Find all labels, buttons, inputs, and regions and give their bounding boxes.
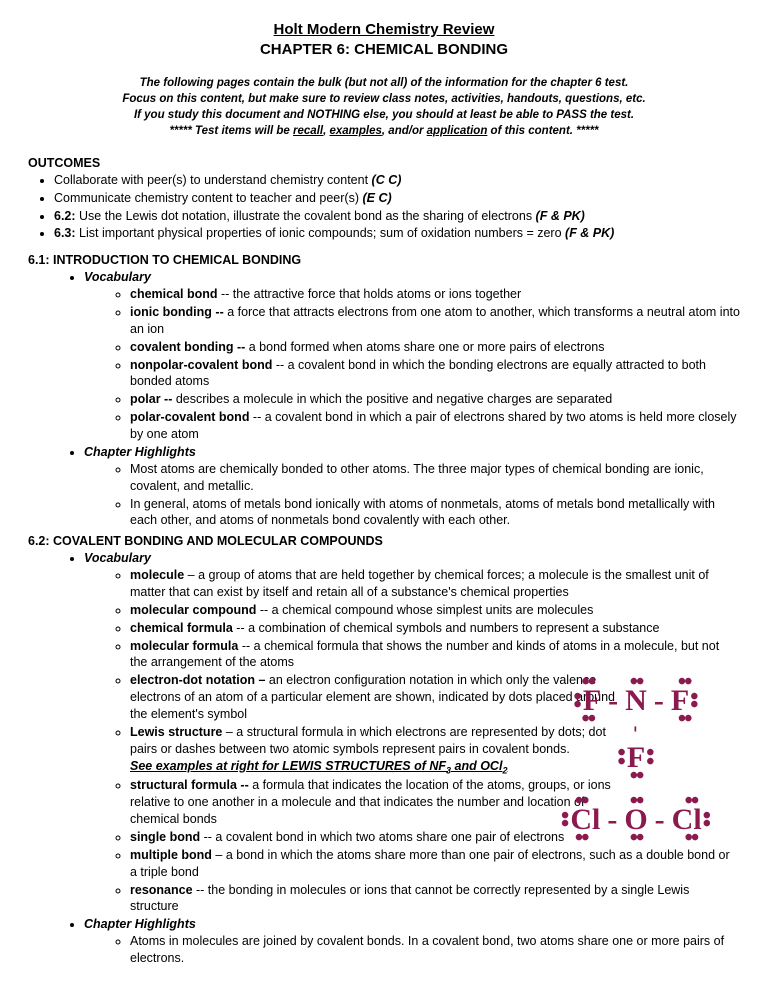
s61-vocab-list: chemical bond -- the attractive force th… — [130, 286, 740, 443]
vocab-term: polar -- — [130, 392, 172, 406]
bond-dash: - — [604, 686, 622, 716]
s62-header: 6.2: COVALENT BONDING AND MOLECULAR COMP… — [28, 533, 740, 550]
vocab-item: molecular formula -- a chemical formula … — [130, 638, 740, 672]
outcomes-header: OUTCOMES — [28, 155, 740, 172]
outcome-text: Use the Lewis dot notation, illustrate t… — [76, 209, 536, 223]
atom-cl: •• Cl•• •• — [671, 798, 711, 842]
outcome-pre: 6.2: — [54, 209, 76, 223]
vocab-item: multiple bond – a bond in which the atom… — [130, 847, 740, 881]
outcome-suffix: (C C) — [372, 173, 402, 187]
vocab-def: – a group of atoms that are held togethe… — [130, 568, 709, 599]
outcome-pre: 6.3: — [54, 226, 76, 240]
vocab-def: -- a chemical compound whose simplest un… — [256, 603, 593, 617]
vocab-item: chemical bond -- the attractive force th… — [130, 286, 740, 303]
vocab-term: structural formula -- — [130, 778, 249, 792]
bond-dash: - — [603, 805, 621, 835]
intro-l3: If you study this document and NOTHING e… — [28, 107, 740, 123]
highlight-item: Most atoms are chemically bonded to othe… — [130, 461, 740, 495]
vocab-term: molecule — [130, 568, 184, 582]
title-line1: Holt Modern Chemistry Review — [28, 20, 740, 40]
vocab-item: ionic bonding -- a force that attracts e… — [130, 304, 740, 338]
vocab-item: chemical formula -- a combination of che… — [130, 620, 740, 637]
vocab-term: chemical formula — [130, 621, 233, 635]
title-block: Holt Modern Chemistry Review CHAPTER 6: … — [28, 20, 740, 61]
vocab-item: resonance -- the bonding in molecules or… — [130, 882, 740, 916]
outcome-suffix: (F & PK) — [536, 209, 585, 223]
vocab-term: covalent bonding -- — [130, 340, 245, 354]
vocab-item: covalent bonding -- a bond formed when a… — [130, 339, 740, 356]
vocab-term: molecular compound — [130, 603, 256, 617]
vocab-item: nonpolar-covalent bond -- a covalent bon… — [130, 357, 740, 391]
outcome-item: 6.2: Use the Lewis dot notation, illustr… — [54, 208, 740, 225]
vocab-item: polar-covalent bond -- a covalent bond i… — [130, 409, 740, 443]
bond-dash: - — [651, 805, 669, 835]
ch-label: Chapter Highlights — [84, 445, 196, 459]
vocab-def: -- a combination of chemical symbols and… — [233, 621, 660, 635]
vocab-item: molecular compound -- a chemical compoun… — [130, 602, 740, 619]
outcome-item: 6.3: List important physical properties … — [54, 225, 740, 242]
outcome-text: List important physical properties of io… — [76, 226, 565, 240]
lewis-ocl2: •• ••Cl •• - •• O •• - •• Cl•• •• — [536, 798, 736, 842]
vocab-def: -- a covalent bond in which two atoms sh… — [200, 830, 564, 844]
s61-ch-list: Most atoms are chemically bonded to othe… — [130, 461, 740, 530]
vocab-def: describes a molecule in which the positi… — [172, 392, 612, 406]
outcome-text: Communicate chemistry content to teacher… — [54, 191, 362, 205]
vocab-item: polar -- describes a molecule in which t… — [130, 391, 740, 408]
highlight-item: Atoms in molecules are joined by covalen… — [130, 933, 740, 967]
vocab-def: – a bond in which the atoms share more t… — [130, 848, 730, 879]
intro-l4-post: of this content. ***** — [487, 125, 598, 137]
atom-f: •• ••F •• — [573, 679, 602, 723]
vocab-label: Vocabulary — [84, 270, 151, 284]
vocab-term: nonpolar-covalent bond — [130, 358, 272, 372]
vocab-def: -- the bonding in molecules or ions that… — [130, 883, 689, 914]
vocab-def: a bond formed when atoms share one or mo… — [245, 340, 604, 354]
vocab-term: Lewis structure — [130, 725, 222, 739]
atom-f: •• F•• •• — [670, 679, 699, 723]
intro-l4: ***** Test items will be recall, example… — [28, 123, 740, 139]
vocab-term: chemical bond — [130, 287, 218, 301]
vocab-item: molecule – a group of atoms that are hel… — [130, 567, 740, 601]
ch-heading: Chapter Highlights Most atoms are chemic… — [84, 444, 740, 529]
vocab-term: polar-covalent bond — [130, 410, 249, 424]
ch-heading: Chapter Highlights Atoms in molecules ar… — [84, 916, 740, 967]
vocab-term: molecular formula — [130, 639, 238, 653]
intro-block: The following pages contain the bulk (bu… — [28, 75, 740, 139]
bond-dash: - — [650, 686, 668, 716]
lewis-nf3-bottom: - •• ••F•• •• — [536, 723, 736, 779]
intro-w3: application — [427, 125, 488, 137]
vocab-heading: Vocabulary chemical bond -- the attracti… — [84, 269, 740, 443]
atom-o: •• O •• — [623, 798, 648, 842]
s61-header: 6.1: INTRODUCTION TO CHEMICAL BONDING — [28, 252, 740, 269]
vocab-term: multiple bond — [130, 848, 212, 862]
highlight-item: In general, atoms of metals bond ionical… — [130, 496, 740, 530]
outcome-suffix: (F & PK) — [565, 226, 614, 240]
outcome-suffix: (E C) — [362, 191, 391, 205]
lewis-nf3: •• ••F •• - •• N •• - •• F•• •• — [536, 679, 736, 723]
outcome-item: Communicate chemistry content to teacher… — [54, 190, 740, 207]
vocab-term: resonance — [130, 883, 193, 897]
intro-m2: , and/or — [382, 125, 427, 137]
atom-f: •• ••F•• •• — [617, 735, 654, 779]
ch-label: Chapter Highlights — [84, 917, 196, 931]
intro-l1: The following pages contain the bulk (bu… — [28, 75, 740, 91]
vocab-term: single bond — [130, 830, 200, 844]
lewis-structures: •• ••F •• - •• N •• - •• F•• •• - •• ••F… — [536, 675, 736, 846]
atom-cl: •• ••Cl •• — [561, 798, 601, 842]
intro-w1: recall — [293, 125, 323, 137]
vocab-def: -- the attractive force that holds atoms… — [218, 287, 522, 301]
atom-n: •• N •• — [624, 679, 648, 723]
vocab-term: electron-dot notation – — [130, 673, 265, 687]
s62-ch-list: Atoms in molecules are joined by covalen… — [130, 933, 740, 967]
intro-l2: Focus on this content, but make sure to … — [28, 91, 740, 107]
vocab-label: Vocabulary — [84, 551, 151, 565]
outcome-item: Collaborate with peer(s) to understand c… — [54, 172, 740, 189]
s61-vocab-wrap: Vocabulary chemical bond -- the attracti… — [84, 269, 740, 529]
intro-l4-pre: ***** Test items will be — [169, 125, 293, 137]
title-line2: CHAPTER 6: CHEMICAL BONDING — [28, 40, 740, 60]
intro-w2: examples — [329, 125, 381, 137]
vocab-term: ionic bonding -- — [130, 305, 224, 319]
outcomes-list: Collaborate with peer(s) to understand c… — [54, 172, 740, 243]
outcome-text: Collaborate with peer(s) to understand c… — [54, 173, 372, 187]
